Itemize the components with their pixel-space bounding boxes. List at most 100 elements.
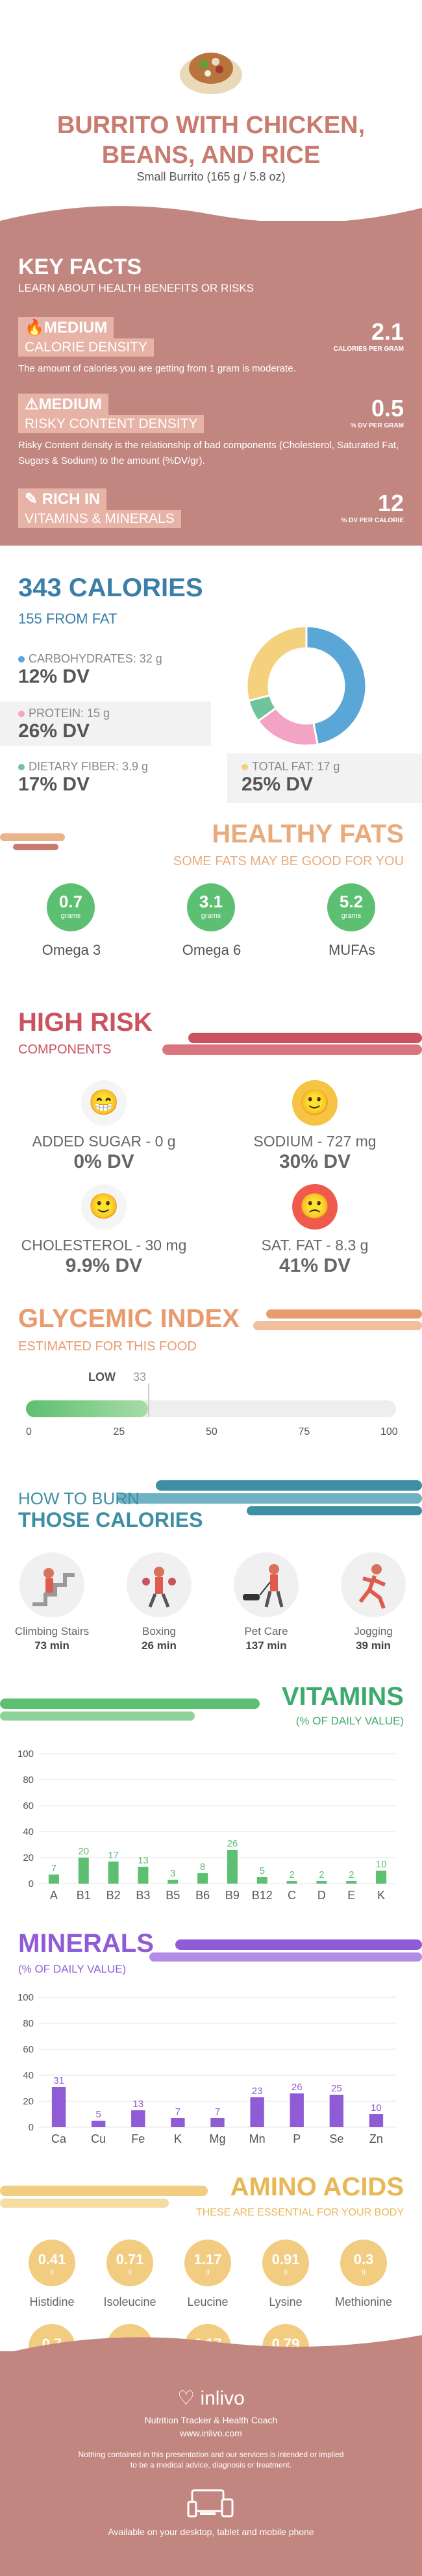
- vitamin-value-label: 2: [289, 1869, 294, 1880]
- vitamin-category-label: K: [377, 1889, 385, 1902]
- stairs-min: 73 min: [34, 1639, 69, 1652]
- glycemic-marker: [148, 1383, 150, 1417]
- pet-care-label: Pet Care: [244, 1625, 288, 1637]
- vitamin-category-label: C: [288, 1889, 296, 1902]
- vitamin-bar: [108, 1862, 119, 1884]
- amino-circle: 0.41 g: [29, 2240, 75, 2286]
- glycemic-decoration: [253, 1309, 422, 1330]
- amino-value: 1.17: [193, 2251, 222, 2267]
- amino-name: Methionine: [334, 2295, 393, 2308]
- donut-slice-fat: [245, 625, 308, 702]
- fat-stat-bg: [227, 753, 422, 803]
- amino-unit: g: [50, 2268, 54, 2275]
- amino-value: 0.71: [116, 2251, 144, 2267]
- rich-in-unit: % DV PER CALORIE: [341, 517, 404, 524]
- added-sugar-label: ADDED SUGAR - 0 g: [32, 1133, 176, 1150]
- cholesterol-dv: 9.9% DV: [65, 1255, 143, 1276]
- mineral-value-label: 23: [252, 2086, 263, 2097]
- vitamin-value-label: 13: [138, 1855, 149, 1866]
- calories-from-fat: 155 FROM FAT: [18, 611, 118, 627]
- mineral-category-label: K: [174, 2132, 182, 2145]
- added-sugar-dv: 0% DV: [73, 1151, 134, 1172]
- vitamin-value-label: 20: [78, 1846, 89, 1857]
- vitamin-bar: [78, 1858, 89, 1884]
- footer-brand[interactable]: ♡ inlivo: [177, 2388, 245, 2409]
- vitamin-category-label: B1: [77, 1889, 91, 1902]
- glycemic-tick: 75: [298, 1426, 310, 1437]
- high-risk-subtitle: COMPONENTS: [18, 1042, 112, 1057]
- y-tick-label: 100: [18, 1749, 34, 1760]
- heart-icon: ♡: [177, 2388, 195, 2409]
- y-tick-label: 80: [23, 2018, 34, 2029]
- vitamin-value-label: 5: [260, 1865, 265, 1876]
- amino-value: 0.3: [353, 2251, 374, 2267]
- minerals-subtitle: (% OF DAILY VALUE): [18, 1963, 127, 1975]
- mineral-category-label: Mg: [209, 2132, 225, 2145]
- amino-value: 0.91: [271, 2251, 300, 2267]
- amino-circle: 1.17 g: [184, 2240, 231, 2286]
- amino-name: Histidine: [29, 2295, 75, 2308]
- burn-decoration: [117, 1480, 422, 1515]
- vitamins-subtitle: (% OF DAILY VALUE): [295, 1715, 404, 1727]
- mineral-value-label: 10: [371, 2102, 382, 2114]
- glycemic-tick: 0: [26, 1426, 32, 1437]
- risky-density-tag: ⚠MEDIUM RISKY CONTENT DENSITY: [18, 394, 205, 433]
- burn-title-line2: THOSE CALORIES: [18, 1508, 203, 1532]
- mineral-bar: [250, 2097, 264, 2127]
- amino-decoration: [0, 2186, 208, 2208]
- vitamin-value-label: 2: [349, 1869, 354, 1880]
- amino-circle: 0.71 g: [106, 2240, 153, 2286]
- mineral-bar: [131, 2110, 145, 2127]
- mineral-bar: [91, 2121, 106, 2127]
- glycemic-level: LOW: [88, 1370, 116, 1383]
- vitamin-bar: [316, 1881, 327, 1884]
- vitamin-value-label: 2: [319, 1869, 324, 1880]
- donut-slice-carbs: [305, 625, 367, 746]
- amino-circle: 0.91 g: [262, 2240, 309, 2286]
- vitamin-category-label: D: [317, 1889, 326, 1902]
- mineral-bar: [171, 2118, 185, 2127]
- sat-fat-face-icon: 🙁: [292, 1184, 338, 1230]
- footer-url[interactable]: www.inlivo.com: [180, 2428, 242, 2438]
- sat-fat-dv: 41% DV: [279, 1255, 351, 1276]
- y-tick-label: 0: [29, 1878, 34, 1889]
- minerals-title: MINERALS: [18, 1929, 154, 1958]
- mineral-category-label: Ca: [51, 2132, 67, 2145]
- vitamin-value-label: 26: [227, 1838, 238, 1849]
- sodium-dv: 30% DV: [279, 1151, 351, 1172]
- stairs-label: Climbing Stairs: [14, 1625, 90, 1637]
- mufas-label: MUFAs: [328, 942, 376, 958]
- y-tick-label: 20: [23, 2096, 34, 2107]
- rich-in-value: 12: [377, 490, 404, 516]
- glycemic-ticks: 0 25 50 75 100: [26, 1426, 398, 1439]
- omega6-label: Omega 6: [182, 942, 242, 958]
- amino-name: Isoleucine: [103, 2295, 156, 2308]
- risky-density-description: Risky Content density is the relationshi…: [18, 440, 399, 466]
- fiber-stat: DIETARY FIBER: 3.9 g 17% DV: [18, 760, 149, 795]
- vitamin-value-label: 10: [376, 1859, 387, 1870]
- vitamins-bar-chart: 100 80 60 40 20 0 7 A 20 B1 17 B2 13 B3 3 B5 8 B6 26 B9 5 B12…: [18, 1749, 396, 1902]
- calorie-density-tag: 🔥MEDIUM CALORIE DENSITY: [18, 317, 155, 357]
- amino-unit: g: [284, 2268, 288, 2275]
- fat-stat: TOTAL FAT: 17 g 25% DV: [242, 760, 340, 795]
- jogging-label: Jogging: [354, 1625, 393, 1637]
- mineral-category-label: Cu: [91, 2132, 106, 2145]
- footer-disclaimer-1: Nothing contained in this presentation a…: [78, 2450, 344, 2459]
- footer-disclaimer-2: to be a medical advice, diagnosis or tre…: [130, 2460, 292, 2469]
- mineral-category-label: Zn: [369, 2132, 383, 2145]
- amino-circle: 0.3 g: [340, 2240, 387, 2286]
- vitamin-bar: [197, 1873, 208, 1884]
- amino-unit: g: [128, 2268, 132, 2275]
- omega3-circle: 0.7 grams: [47, 883, 95, 931]
- pet-care-min: 137 min: [245, 1639, 287, 1652]
- vitamins-title: VITAMINS: [281, 1682, 404, 1711]
- devices-icon: [187, 2488, 235, 2523]
- y-tick-label: 20: [23, 1852, 34, 1863]
- footer-available: Available on your desktop, tablet and mo…: [108, 2527, 314, 2537]
- dog-icon: [234, 1552, 299, 1617]
- glycemic-fill: [26, 1400, 149, 1417]
- warning-icon: ⚠: [25, 396, 39, 413]
- mineral-value-label: 7: [175, 2106, 180, 2117]
- calorie-density-unit: CALORIES PER GRAM: [333, 346, 404, 353]
- mineral-category-label: Se: [329, 2132, 343, 2145]
